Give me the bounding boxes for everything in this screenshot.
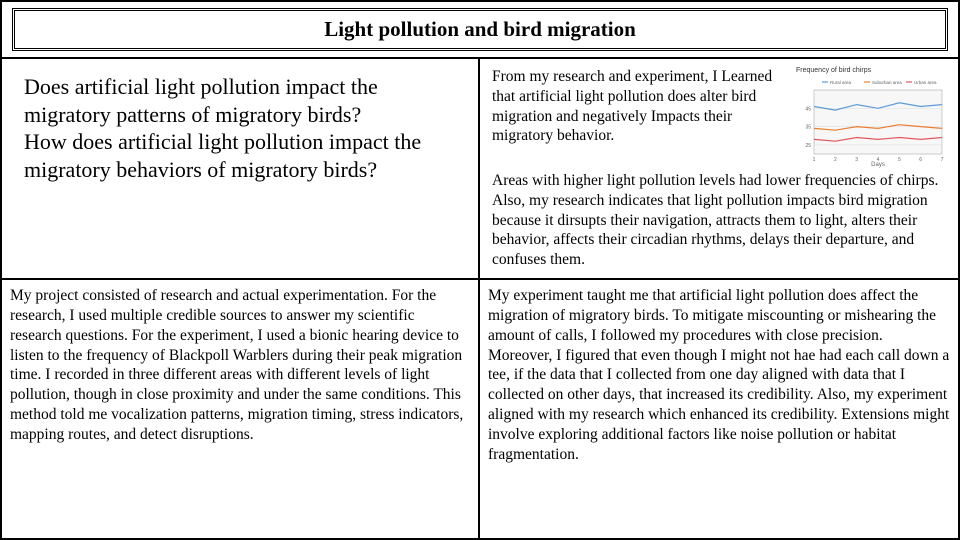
research-questions-cell: Does artificial light pollution impact t… [2,59,480,280]
svg-text:1: 1 [813,157,816,163]
poster-title: Light pollution and bird migration [12,8,948,51]
svg-text:Urban area: Urban area [914,80,937,85]
title-row: Light pollution and bird migration [2,2,958,57]
svg-text:6: 6 [919,157,922,163]
svg-text:25: 25 [805,143,811,149]
svg-text:Suburban area: Suburban area [872,80,902,85]
methods-text: My project consisted of research and act… [10,287,463,443]
chart-svg: Rural areaSuburban areaUrban areaDays123… [796,78,946,168]
conclusion-cell: My experiment taught me that artificial … [480,280,958,538]
findings-cell: Frequency of bird chirps Rural area Subur… [480,59,958,280]
svg-text:5: 5 [898,157,901,163]
svg-text:35: 35 [805,125,811,131]
poster-frame: Light pollution and bird migration Does … [0,0,960,540]
methods-cell: My project consisted of research and act… [2,280,480,538]
svg-text:45: 45 [805,106,811,112]
svg-text:7: 7 [941,157,944,163]
conclusion-text: My experiment taught me that artificial … [488,287,949,463]
findings-text-rest: Areas with higher light pollution levels… [492,172,938,268]
research-questions-text: Does artificial light pollution impact t… [24,73,456,183]
chart-title: Frequency of bird chirps [796,67,946,76]
findings-text-top: From my research and experiment, I Learn… [492,68,772,144]
svg-text:Rural area: Rural area [830,80,852,85]
content-grid: Does artificial light pollution impact t… [2,57,958,538]
svg-text:4: 4 [877,157,880,163]
svg-text:3: 3 [855,157,858,163]
chirp-frequency-chart: Frequency of bird chirps Rural area Subur… [796,67,946,167]
svg-text:2: 2 [834,157,837,163]
